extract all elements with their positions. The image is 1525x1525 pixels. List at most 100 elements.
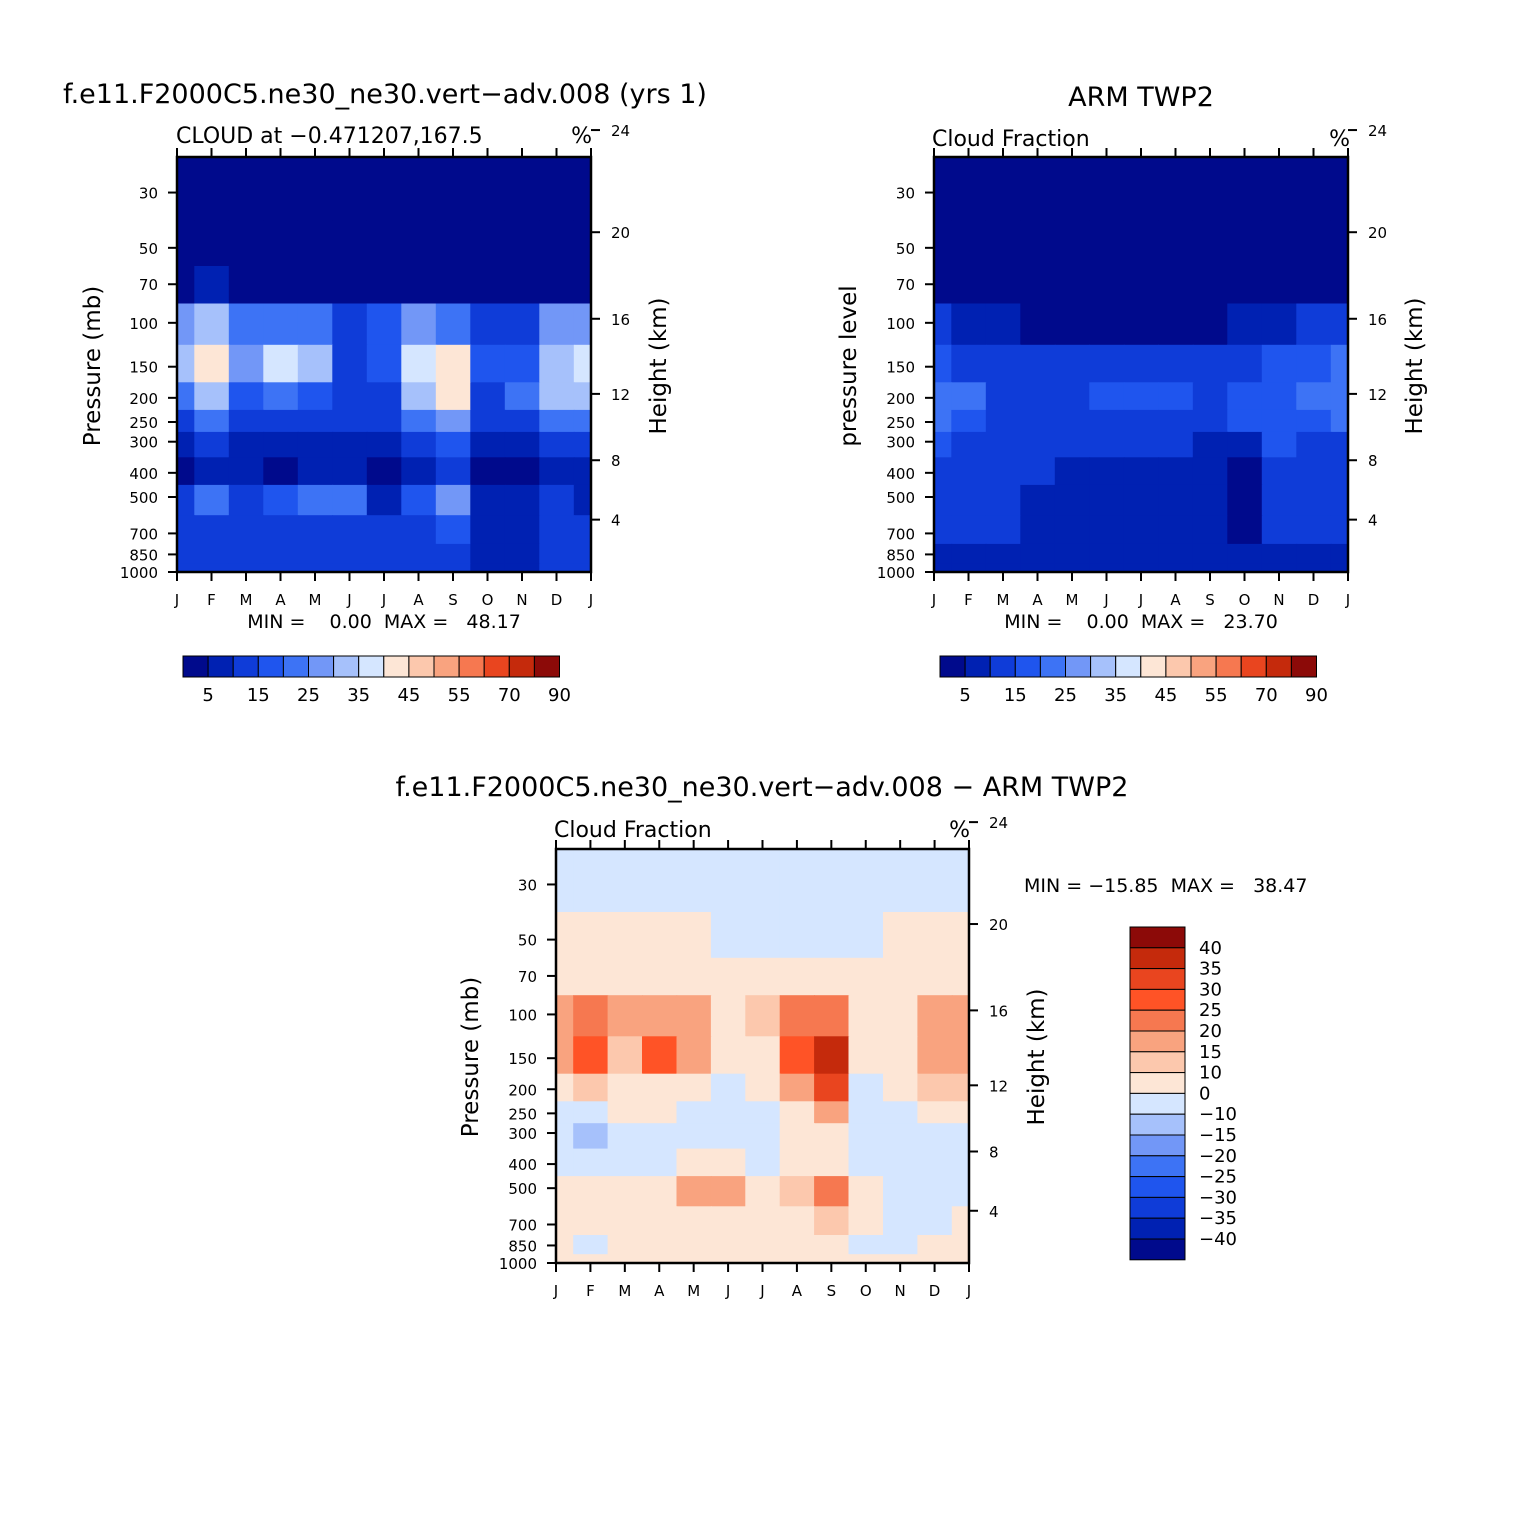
data-cell: [470, 484, 506, 516]
month-label: M: [309, 591, 322, 609]
data-cell: [917, 1101, 953, 1124]
data-cell: [934, 484, 953, 516]
data-cell: [297, 457, 334, 486]
data-cell: [194, 266, 230, 305]
data-cell: [1020, 157, 1056, 221]
height-tick-label: 20: [1368, 224, 1387, 242]
month-label: J: [1103, 591, 1108, 609]
colorbar-label: 55: [448, 685, 471, 706]
data-cell: [1227, 484, 1263, 516]
data-cell: [934, 344, 953, 384]
data-cell: [263, 457, 299, 486]
data-cell: [1296, 266, 1332, 305]
data-cell: [710, 912, 747, 959]
data-cell: [848, 1073, 884, 1103]
diff-units: %: [949, 818, 970, 843]
data-cell: [470, 382, 506, 411]
data-cell: [1227, 563, 1263, 572]
data-cell: [1158, 344, 1194, 384]
data-cell: [228, 220, 265, 267]
pressure-tick-label: 850: [129, 546, 158, 564]
data-cell: [1089, 409, 1125, 433]
data-cell: [1261, 543, 1298, 564]
data-cell: [1192, 303, 1229, 346]
data-cell: [539, 382, 575, 411]
data-cell: [435, 515, 472, 545]
data-cell: [573, 849, 609, 913]
colorbar-box: [458, 655, 485, 678]
data-cell: [332, 484, 368, 516]
data-cell: [951, 409, 987, 433]
data-cell: [1054, 563, 1091, 572]
height-tick-label: 16: [1368, 311, 1387, 329]
data-cell: [573, 266, 591, 305]
data-cell: [1089, 220, 1125, 267]
data-cell: [332, 457, 368, 486]
data-cell: [642, 1036, 678, 1075]
data-cell: [607, 849, 643, 913]
data-cell: [676, 849, 712, 913]
month-label: J: [759, 1282, 764, 1300]
data-cell: [917, 957, 953, 996]
pressure-tick-label: 70: [139, 276, 158, 294]
diff-panel: f.e11.F2000C5.ne30_ne30.vert−adv.008 − A…: [396, 772, 1308, 1300]
colorbar-label: −30: [1199, 1187, 1237, 1208]
data-cell: [814, 1206, 850, 1236]
data-cell: [917, 912, 953, 959]
data-cell: [710, 1123, 747, 1150]
data-cell: [951, 912, 969, 959]
data-cell: [951, 457, 987, 486]
data-cell: [934, 382, 953, 411]
colorbar-label: 70: [498, 685, 521, 706]
data-cell: [745, 995, 781, 1038]
data-cell: [539, 344, 575, 384]
data-cell: [1123, 157, 1160, 221]
colorbar-box: [1240, 655, 1267, 678]
colorbar-label: 90: [548, 685, 571, 706]
data-cell: [556, 1073, 574, 1103]
month-label: J: [346, 591, 351, 609]
data-cell: [1261, 220, 1298, 267]
data-cell: [1054, 484, 1091, 516]
data-cell: [951, 543, 987, 564]
obs-units: %: [1329, 127, 1350, 152]
data-cell: [401, 515, 437, 545]
data-cell: [779, 957, 815, 996]
data-cell: [779, 1101, 815, 1124]
pressure-tick-label: 100: [886, 315, 915, 333]
data-cell: [951, 1036, 969, 1075]
data-cell: [951, 344, 987, 384]
data-cell: [435, 484, 472, 516]
data-cell: [917, 1036, 953, 1075]
colorbar-box: [1265, 655, 1292, 678]
data-cell: [1330, 563, 1348, 572]
data-cell: [194, 409, 230, 433]
data-cell: [1296, 220, 1332, 267]
data-cell: [1054, 220, 1091, 267]
data-cell: [1192, 220, 1229, 267]
data-cell: [297, 157, 334, 221]
data-cell: [779, 1176, 815, 1208]
pressure-tick-label: 700: [129, 525, 158, 543]
colorbar-box: [282, 655, 309, 678]
month-label: M: [1066, 591, 1079, 609]
data-cell: [951, 1176, 969, 1208]
diff-subtitle: Cloud Fraction: [554, 818, 712, 843]
height-tick-label: 8: [611, 452, 621, 470]
data-cell: [642, 957, 678, 996]
data-cell: [1054, 515, 1091, 545]
data-cell: [366, 431, 403, 459]
data-cell: [710, 1254, 747, 1263]
data-cell: [985, 431, 1022, 459]
data-cell: [1261, 484, 1298, 516]
data-cell: [263, 431, 299, 459]
data-cell: [642, 1176, 678, 1208]
data-cell: [814, 957, 850, 996]
data-cell: [848, 995, 884, 1038]
data-cell: [332, 266, 368, 305]
data-cell: [1158, 543, 1194, 564]
colorbar-box: [1190, 655, 1217, 678]
diff-y-axis-label: Pressure (mb): [458, 977, 484, 1137]
data-cell: [710, 957, 747, 996]
data-cell: [539, 266, 575, 305]
